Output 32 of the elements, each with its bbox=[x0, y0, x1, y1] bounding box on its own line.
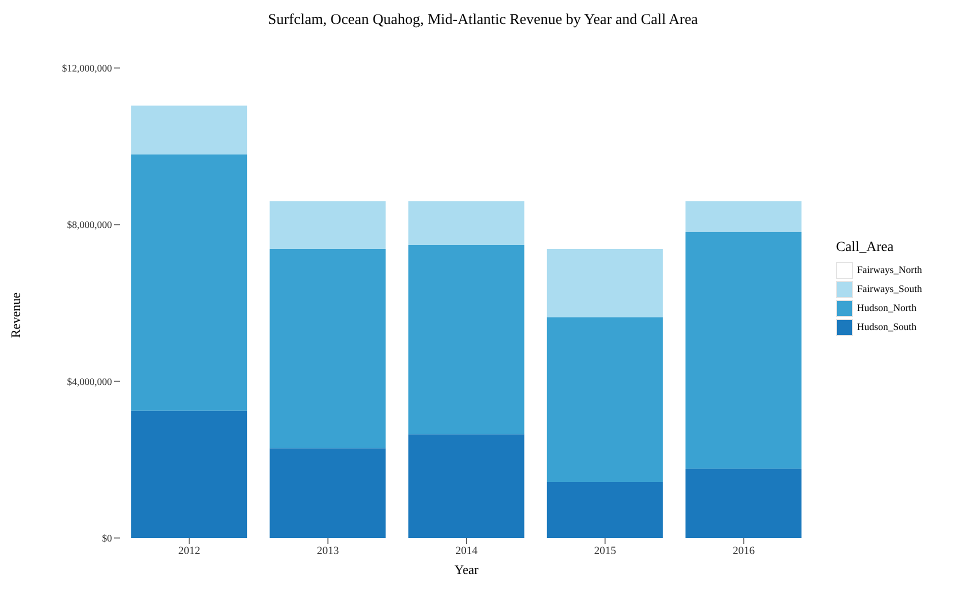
y-tick-label: $4,000,000 bbox=[67, 376, 112, 388]
x-tick-label: 2012 bbox=[178, 544, 200, 557]
bar bbox=[408, 434, 524, 538]
bar bbox=[546, 248, 663, 318]
bar bbox=[131, 154, 248, 411]
bar bbox=[270, 448, 386, 538]
legend-label: Hudson_South bbox=[857, 322, 916, 333]
x-tick-label: 2016 bbox=[732, 544, 756, 557]
bar bbox=[270, 201, 386, 249]
y-axis-title: Revenue bbox=[8, 292, 23, 338]
legend-label: Fairways_South bbox=[857, 284, 922, 295]
x-tick-label: 2015 bbox=[594, 544, 617, 557]
bar bbox=[546, 317, 663, 482]
chart-title: Surfclam, Ocean Quahog, Mid-Atlantic Revenue by Year and Call Area bbox=[267, 12, 699, 29]
bar bbox=[546, 482, 663, 538]
bar bbox=[270, 248, 386, 448]
bar bbox=[408, 201, 524, 246]
y-tick-label: $8,000,000 bbox=[67, 220, 112, 232]
legend-title: Call_Area bbox=[836, 240, 895, 256]
y-tick-label: $0 bbox=[102, 534, 112, 545]
bar bbox=[131, 410, 248, 538]
legend-label: Hudson_North bbox=[857, 303, 916, 314]
x-axis-title: Year bbox=[454, 562, 480, 577]
bar bbox=[685, 232, 802, 469]
bar bbox=[131, 106, 248, 155]
legend-label: Fairways_North bbox=[857, 265, 922, 276]
bar bbox=[408, 245, 524, 434]
bar bbox=[685, 201, 802, 232]
x-tick-label: 2013 bbox=[316, 544, 340, 557]
x-tick-label: 2014 bbox=[456, 544, 478, 557]
bar bbox=[685, 468, 802, 538]
y-tick-label: $12,000,000 bbox=[62, 64, 112, 75]
